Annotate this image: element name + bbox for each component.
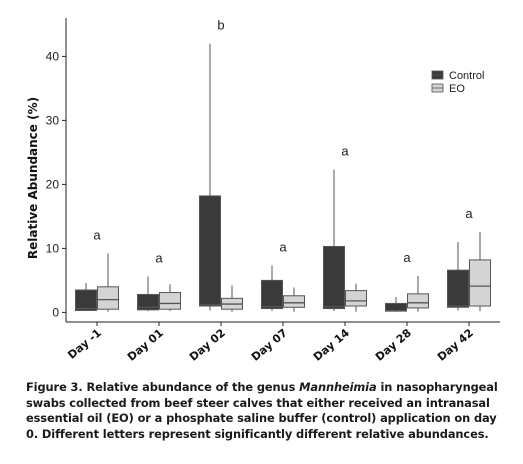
box-body <box>283 295 305 308</box>
box-plot-marks: a a b a a a a <box>75 18 491 312</box>
box-control-1 <box>137 276 159 312</box>
box-control-3 <box>261 265 283 312</box>
x-tick-label: Day 02 <box>187 326 228 363</box>
y-tick-label: 10 <box>46 241 60 255</box>
box-eo-6 <box>469 231 491 312</box>
box-control-5 <box>385 297 407 312</box>
y-axis-label: Relative Abundance (%) <box>26 97 40 259</box>
box-body <box>75 289 97 311</box>
box-body <box>199 195 221 307</box>
figure-caption: Figure 3. Relative abundance of the genu… <box>26 380 506 442</box>
box-eo-5 <box>407 275 429 312</box>
x-tick-label: Day 07 <box>249 326 290 363</box>
box-control-2 <box>199 43 221 311</box>
box-body <box>469 259 491 307</box>
box-plot-chart: 0 10 20 30 40 Relative Abundance (%) Day -1 Day… <box>26 18 500 364</box>
y-tick-label: 30 <box>46 113 60 127</box>
significance-letter: a <box>341 144 349 159</box>
significance-letter: a <box>465 206 473 221</box>
significance-letter: a <box>403 250 411 265</box>
box-control-4 <box>323 169 345 312</box>
box-body <box>137 293 159 311</box>
axes: 0 10 20 30 40 Relative Abundance (%) Day -1 Day… <box>26 18 500 364</box>
y-tick-label: 20 <box>46 177 60 191</box>
x-tick-label: Day 14 <box>311 326 352 364</box>
box-eo-0 <box>97 253 119 312</box>
x-tick-label: Day 42 <box>435 326 476 363</box>
x-tick-label: Day 01 <box>125 326 166 363</box>
box-eo-3 <box>283 287 305 312</box>
box-eo-4 <box>345 283 367 312</box>
caption-prefix: Figure 3. Relative abundance of the genu… <box>26 380 300 394</box>
y-tick-label: 40 <box>46 49 60 63</box>
significance-letter: a <box>279 240 287 255</box>
x-tick-label: Day 28 <box>373 326 414 363</box>
legend-label: EO <box>449 83 465 95</box>
box-control-0 <box>75 282 97 312</box>
box-body <box>407 293 429 309</box>
box-control-6 <box>447 242 469 311</box>
box-body <box>261 279 283 310</box>
box-body <box>97 286 119 310</box>
box-body <box>345 290 367 307</box>
y-tick-label: 0 <box>52 305 59 319</box>
legend-label: Control <box>449 70 484 82</box>
significance-letter: a <box>155 251 163 266</box>
box-body <box>447 269 469 308</box>
significance-letter: b <box>217 18 224 33</box>
caption-suffix: in nasopharyngeal swabs collected from b… <box>26 380 498 441</box>
box-eo-2 <box>221 285 243 312</box>
box-body <box>159 292 181 310</box>
box-eo-1 <box>159 284 181 312</box>
box-body <box>323 245 345 310</box>
x-tick-label: Day -1 <box>65 326 104 361</box>
significance-letter: a <box>93 228 101 243</box>
caption-genus: Mannheimia <box>299 380 377 394</box>
